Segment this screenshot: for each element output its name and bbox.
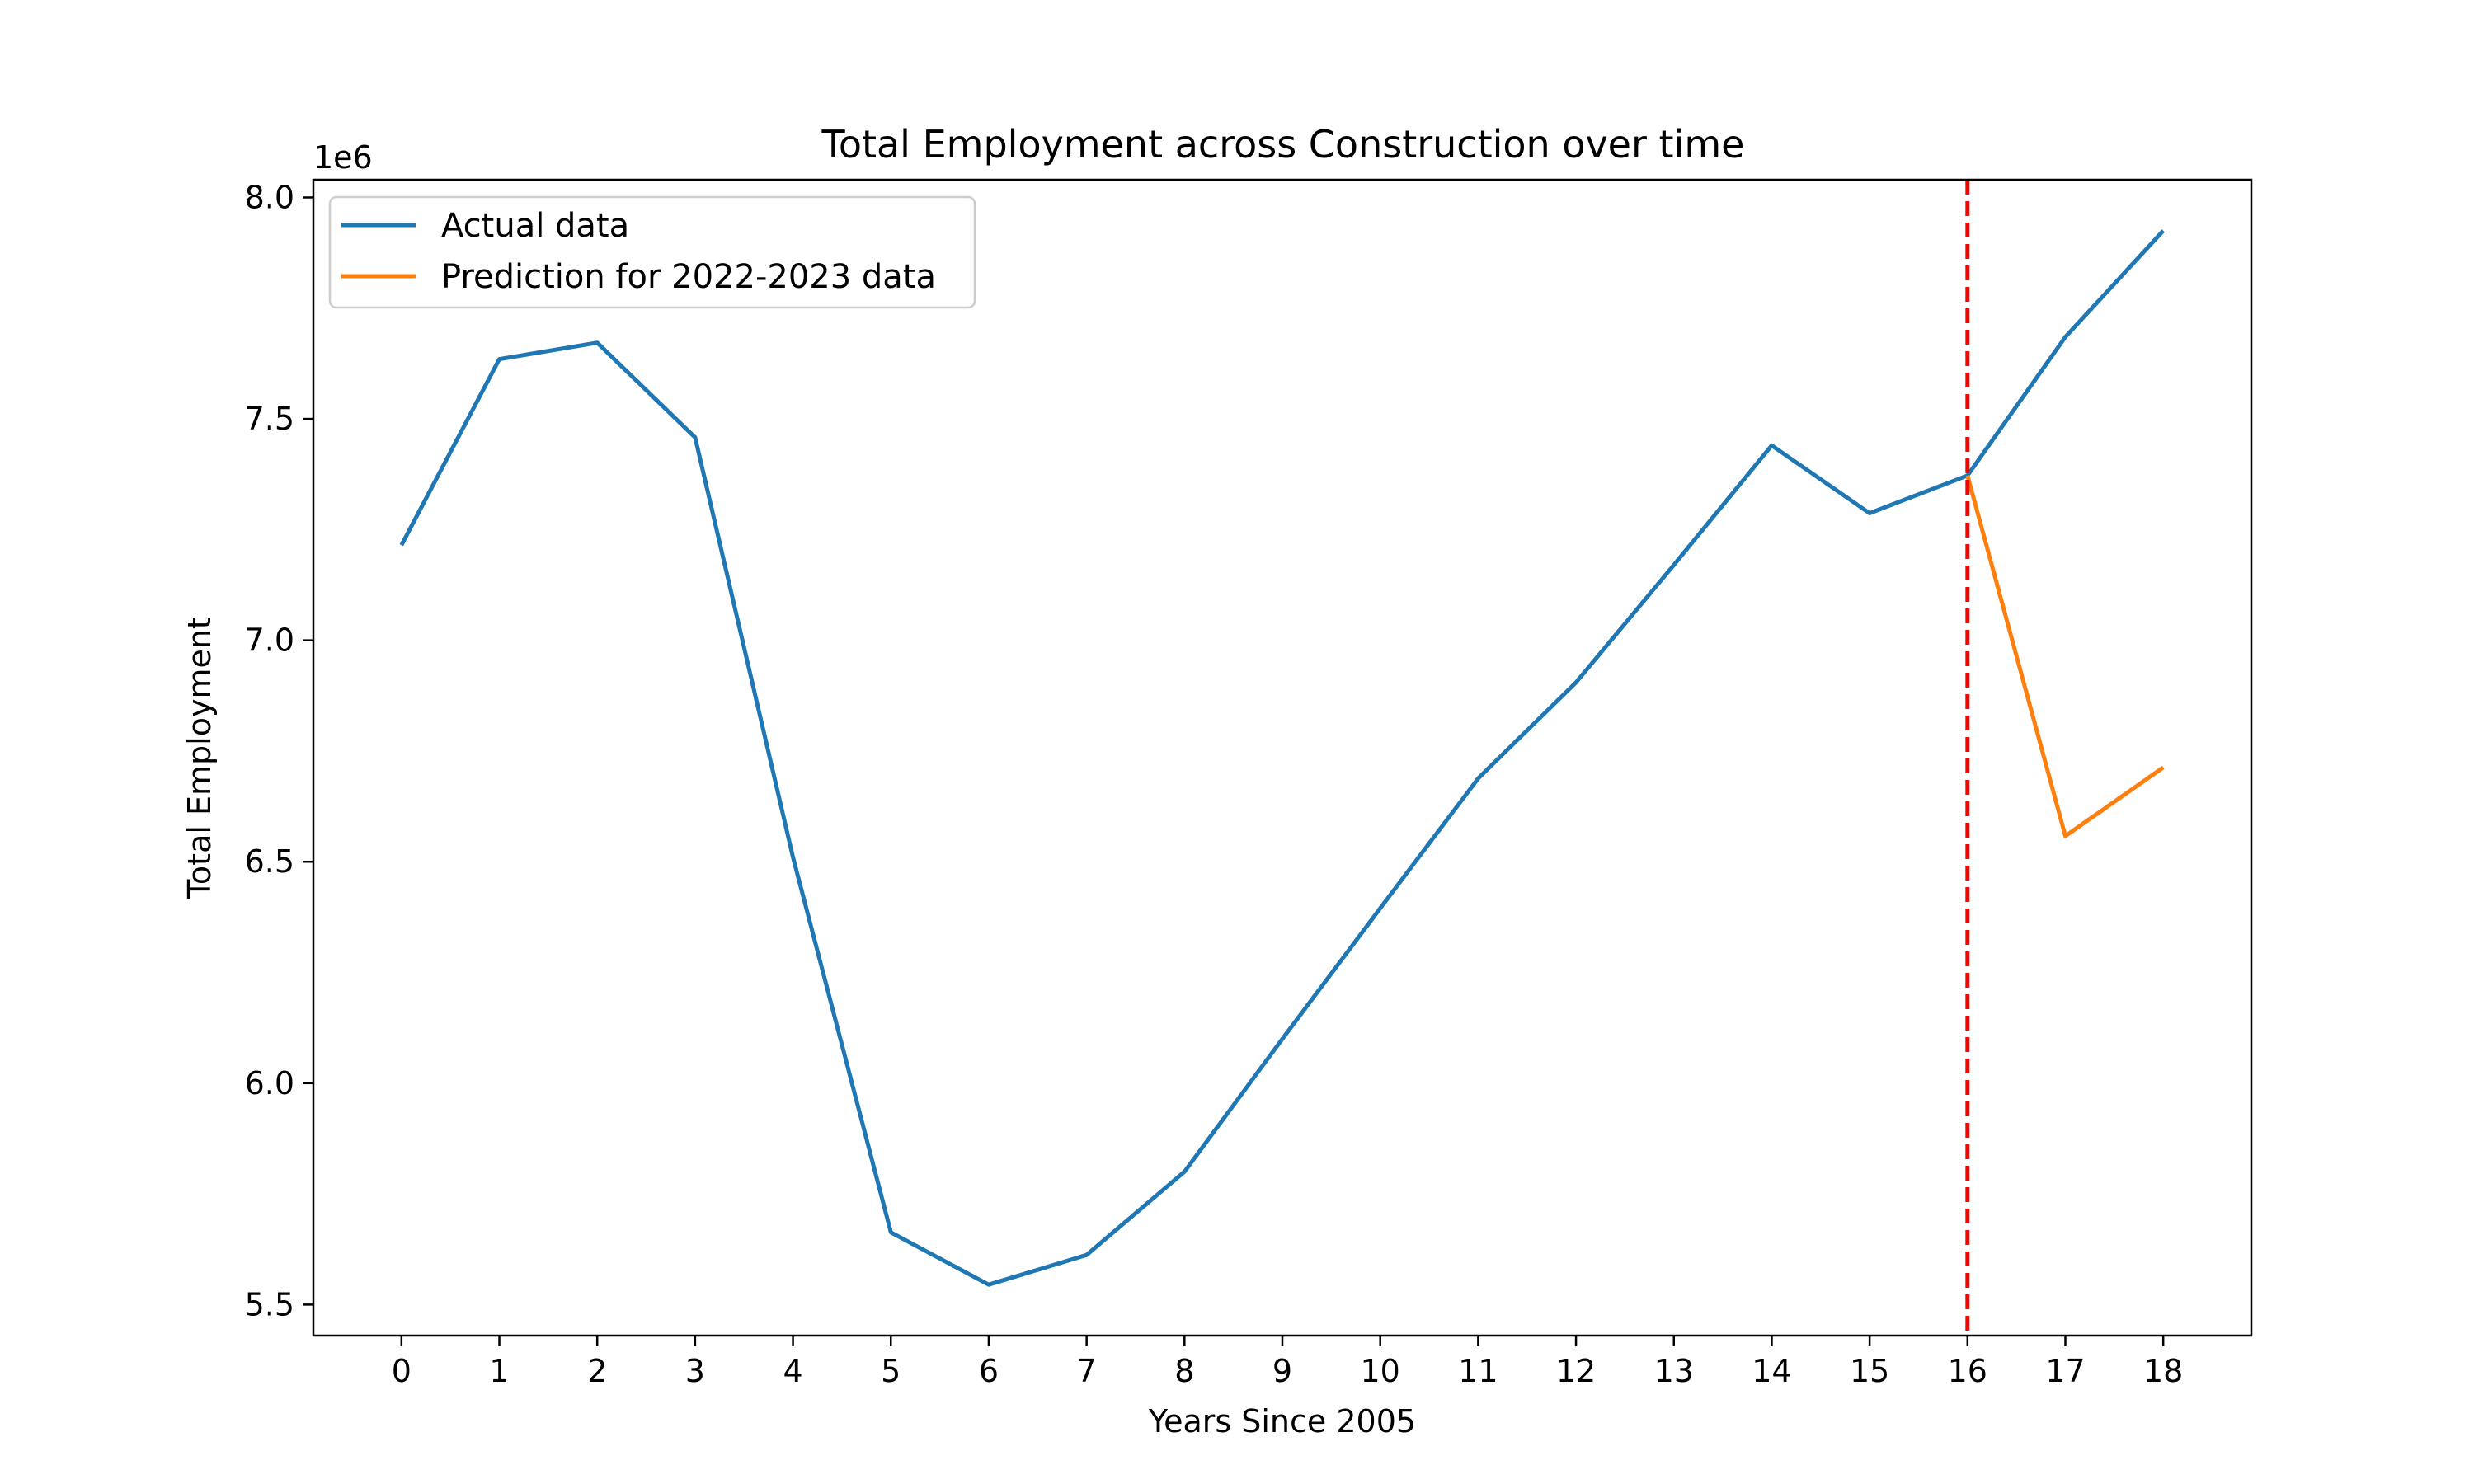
plot-area — [399, 180, 2166, 1336]
x-tick-label: 9 — [1272, 1353, 1292, 1389]
chart-title: Total Employment across Construction ove… — [821, 122, 1745, 167]
x-tick-label: 5 — [881, 1353, 901, 1389]
x-tick-label: 7 — [1077, 1353, 1097, 1389]
y-tick-label: 5.5 — [245, 1286, 294, 1322]
legend-label-prediction: Prediction for 2022-2023 data — [441, 258, 936, 296]
x-tick-label: 16 — [1948, 1353, 1987, 1389]
y-tick-label: 6.0 — [245, 1065, 294, 1101]
x-tick-label: 14 — [1752, 1353, 1791, 1389]
x-tick-label: 3 — [685, 1353, 705, 1389]
legend-label-actual: Actual data — [441, 207, 629, 245]
series-line-1 — [1965, 475, 2165, 838]
x-tick-label: 10 — [1361, 1353, 1400, 1389]
x-axis: 0 1 2 3 4 5 6 7 8 9 10 11 12 13 14 15 16 17 18 — [392, 1336, 2183, 1389]
x-tick-label: 17 — [2045, 1353, 2085, 1389]
x-tick-label: 0 — [392, 1353, 412, 1389]
y-tick-label: 7.0 — [245, 622, 294, 659]
y-axis-label: Total Employment — [181, 617, 218, 899]
legend-box — [328, 195, 976, 309]
x-tick-label: 1 — [489, 1353, 509, 1389]
x-tick-label: 8 — [1174, 1353, 1194, 1389]
x-tick-label: 11 — [1458, 1353, 1498, 1389]
x-tick-label: 18 — [2143, 1353, 2183, 1389]
y-axis: 5.5 6.0 6.5 7.0 7.5 8.0 — [245, 179, 313, 1322]
y-tick-label: 6.5 — [245, 843, 294, 880]
y-tick-label: 8.0 — [245, 179, 294, 215]
x-tick-label: 13 — [1654, 1353, 1694, 1389]
y-tick-label: 7.5 — [245, 401, 294, 437]
x-tick-label: 4 — [783, 1353, 802, 1389]
x-tick-label: 6 — [979, 1353, 999, 1389]
legend: Actual data Prediction for 2022-2023 dat… — [328, 195, 976, 309]
x-tick-label: 15 — [1850, 1353, 1889, 1389]
x-axis-label: Years Since 2005 — [1148, 1403, 1416, 1439]
y-offset-label: 1e6 — [313, 139, 373, 176]
series-line-0 — [399, 229, 2166, 1287]
x-tick-label: 2 — [587, 1353, 607, 1389]
x-tick-label: 12 — [1556, 1353, 1596, 1389]
